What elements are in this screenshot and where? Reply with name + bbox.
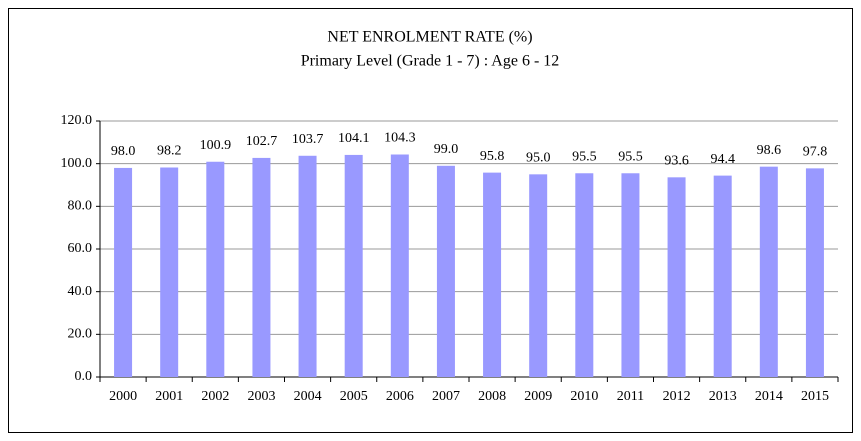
y-tick-label: 80.0 [68, 199, 93, 214]
chart-subtitle: Primary Level (Grade 1 - 7) : Age 6 - 12 [301, 53, 560, 70]
data-label: 98.0 [111, 144, 136, 159]
data-label: 100.9 [200, 138, 232, 153]
y-tick-label: 60.0 [68, 241, 93, 256]
bar [529, 174, 548, 377]
x-tick-label: 2013 [709, 389, 737, 404]
bar [298, 155, 317, 377]
bar [575, 173, 594, 377]
bar [390, 154, 409, 377]
chart-title: NET ENROLMENT RATE (%) [327, 29, 532, 46]
y-tick-label: 20.0 [68, 327, 93, 342]
bar [114, 167, 133, 377]
x-tick-label: 2008 [478, 389, 506, 404]
bar [667, 177, 686, 377]
x-tick-label: 2003 [247, 389, 275, 404]
bar [252, 157, 271, 377]
data-label: 98.6 [757, 143, 782, 158]
x-tick-label: 2004 [294, 389, 322, 404]
x-tick-label: 2012 [663, 389, 691, 404]
y-tick-label: 40.0 [68, 284, 93, 299]
x-tick-label: 2015 [801, 389, 829, 404]
data-label: 99.0 [434, 142, 459, 157]
bar [483, 172, 502, 377]
data-label: 95.0 [526, 151, 551, 166]
x-tick-label: 2001 [155, 389, 183, 404]
bar [344, 154, 363, 377]
data-label: 93.6 [664, 154, 689, 169]
data-label: 97.8 [803, 145, 828, 160]
x-tick-label: 2006 [386, 389, 414, 404]
data-label: 104.1 [338, 131, 370, 146]
y-tick-label: 100.0 [61, 156, 93, 171]
x-tick-label: 2014 [755, 389, 783, 404]
data-label: 94.4 [710, 152, 735, 167]
x-tick-label: 2000 [109, 389, 137, 404]
data-label: 102.7 [246, 134, 278, 149]
y-tick-label: 120.0 [61, 113, 93, 128]
y-tick-label: 0.0 [75, 369, 93, 384]
bar [621, 173, 640, 377]
data-label: 98.2 [157, 144, 182, 159]
bar [160, 167, 179, 377]
data-label: 104.3 [384, 131, 416, 146]
bar [436, 165, 455, 377]
data-label: 103.7 [292, 132, 324, 147]
data-label: 95.5 [618, 149, 643, 164]
bar [713, 175, 732, 377]
x-tick-label: 2010 [570, 389, 598, 404]
data-label: 95.8 [480, 149, 505, 164]
x-tick-label: 2011 [617, 389, 644, 404]
bar [805, 168, 824, 377]
x-tick-label: 2009 [524, 389, 552, 404]
bar [206, 161, 225, 377]
x-tick-label: 2005 [340, 389, 368, 404]
chart-border [8, 8, 853, 433]
data-label: 95.5 [572, 149, 597, 164]
bar [759, 166, 778, 377]
x-tick-label: 2007 [432, 389, 460, 404]
x-tick-label: 2002 [201, 389, 229, 404]
